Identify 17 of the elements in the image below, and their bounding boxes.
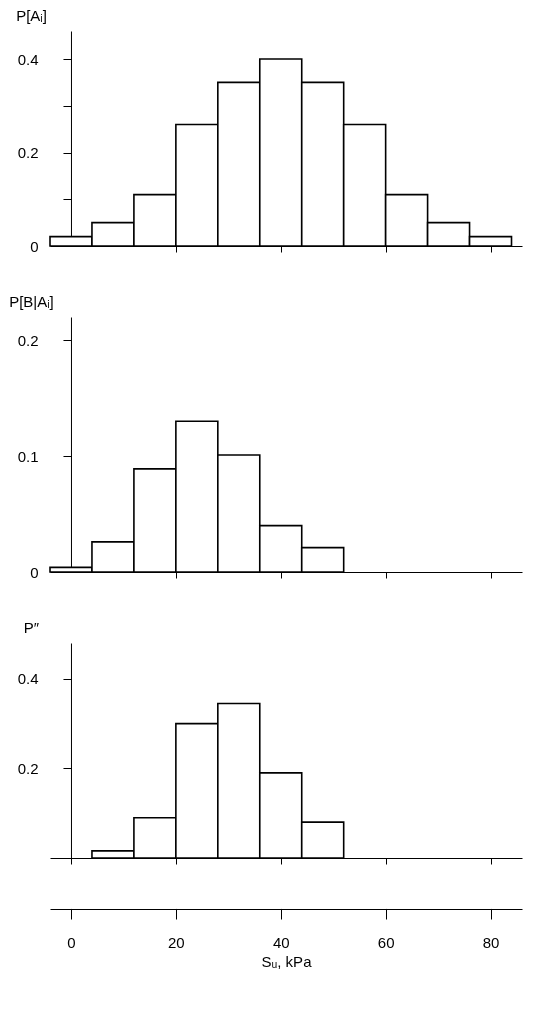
y-tick-label: 0.2: [17, 144, 39, 162]
y-tick-label: 0.2: [17, 331, 39, 349]
y-tick-label: 0.4: [17, 50, 39, 68]
x-tick-label: 40: [272, 933, 290, 951]
y-axis-title: P[B|Aᵢ]: [9, 292, 54, 310]
y-tick-label: 0: [30, 237, 39, 255]
x-tick-label: 20: [168, 933, 185, 951]
y-tick-label: 0.1: [17, 447, 39, 465]
x-tick-label: 60: [377, 933, 395, 951]
x-axis-title: Sᵤ, kPa: [261, 952, 313, 970]
y-axis-title: P″: [23, 618, 40, 636]
y-tick-label: 0: [30, 563, 39, 581]
y-tick-label: 0.2: [17, 759, 39, 777]
y-tick-label: 0.4: [17, 670, 39, 688]
y-axis-title: P[Aᵢ]: [16, 6, 47, 24]
x-tick-label: 0: [67, 933, 76, 951]
x-tick-label: 80: [482, 933, 500, 951]
